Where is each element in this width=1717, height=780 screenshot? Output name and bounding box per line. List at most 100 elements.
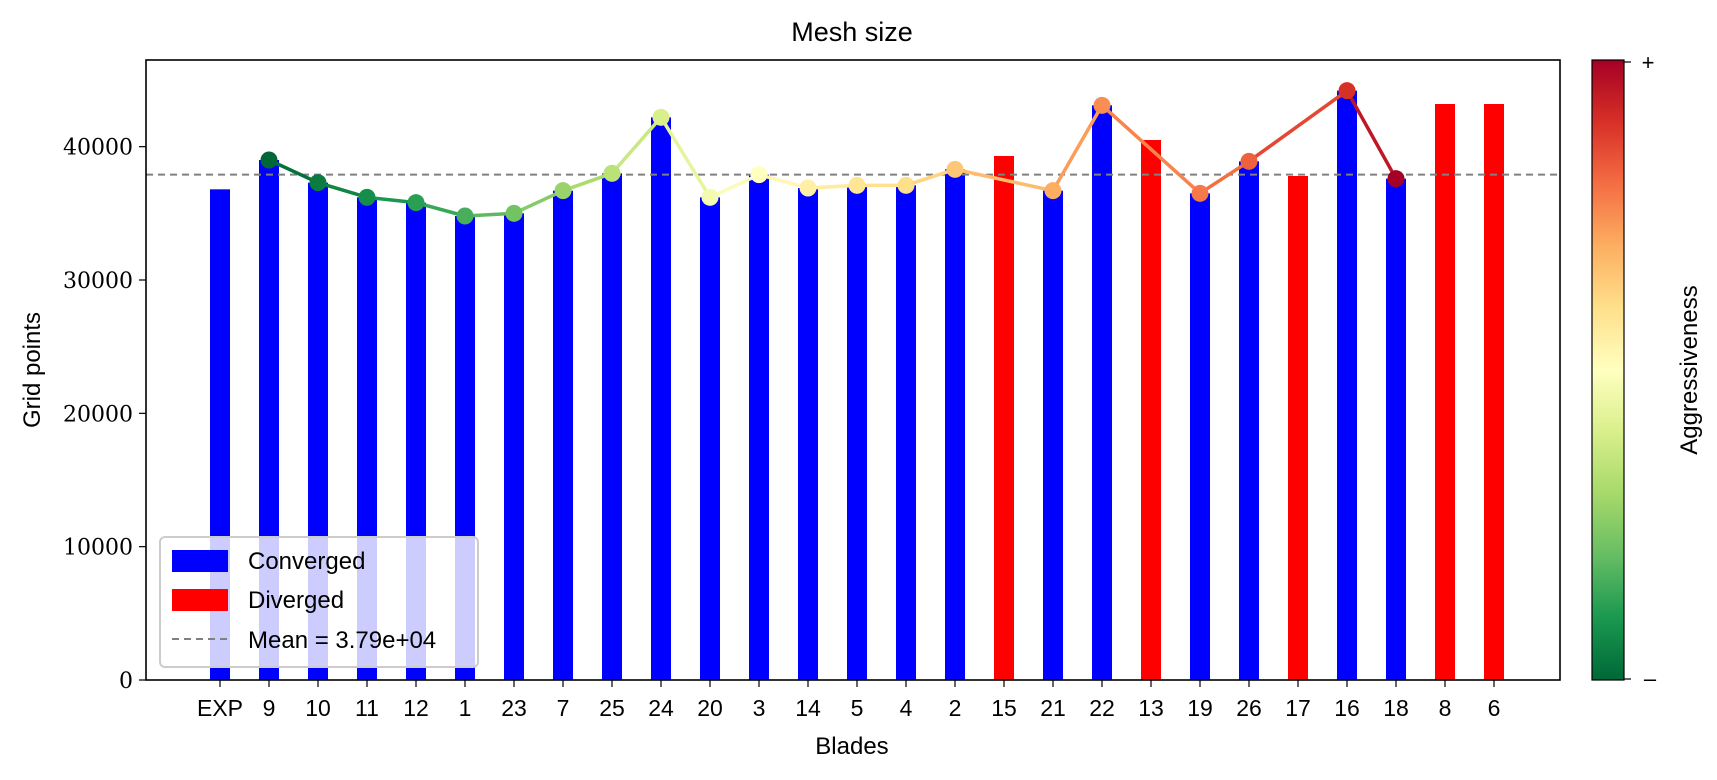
- legend-frame: [159, 536, 479, 668]
- x-tick-label: 3: [753, 695, 766, 721]
- aggressiveness-point-19: [1191, 184, 1209, 202]
- y-tick-label: 40000: [63, 136, 133, 161]
- bar-26: [1239, 161, 1259, 681]
- aggressiveness-point-5: [848, 176, 866, 194]
- aggressiveness-point-1: [456, 207, 474, 225]
- x-tick-label: 6: [1488, 695, 1501, 721]
- aggressiveness-segment: [1345, 88, 1398, 181]
- x-tick-label: 17: [1285, 695, 1311, 721]
- aggressiveness-segment: [316, 180, 369, 200]
- bar-23: [504, 213, 524, 681]
- chart-title: Mesh size: [791, 17, 913, 47]
- bars-group: [210, 90, 1504, 681]
- legend-label-converged: Converged: [248, 548, 365, 575]
- aggressiveness-segment: [1051, 103, 1104, 193]
- legend-label-mean: Mean = 3.79e+04: [248, 627, 436, 654]
- aggressiveness-point-3: [750, 166, 768, 184]
- aggressiveness-point-25: [603, 164, 621, 182]
- aggressiveness-point-24: [652, 108, 670, 126]
- bar-16: [1337, 90, 1357, 680]
- bar-14: [798, 188, 818, 680]
- x-tick-label: 11: [355, 695, 379, 721]
- aggressiveness-point-22: [1093, 96, 1111, 114]
- y-tick-label: 30000: [63, 269, 133, 294]
- legend-swatch-diverged: [172, 589, 228, 611]
- x-tick-label: 23: [501, 695, 527, 721]
- aggressiveness-point-12: [407, 194, 425, 212]
- colorbar-bar: [1591, 59, 1625, 681]
- aggressiveness-segment: [953, 167, 1055, 193]
- aggressiveness-segment: [1247, 88, 1349, 164]
- plot-frame: [145, 59, 1561, 681]
- y-tick-label: 20000: [63, 402, 133, 427]
- bar-4: [896, 185, 916, 681]
- x-tick-label: 4: [900, 695, 913, 721]
- bar-25: [602, 173, 622, 681]
- x-tick-label: 26: [1236, 695, 1262, 721]
- aggressiveness-point-10: [309, 174, 327, 192]
- x-tick-label: 15: [991, 695, 1017, 721]
- aggressiveness-point-21: [1044, 182, 1062, 200]
- bar-19: [1190, 193, 1210, 681]
- colorbar-axis-label: Aggressiveness: [1676, 285, 1703, 454]
- bar-13: [1141, 140, 1161, 680]
- colorbar-bottom-label: –: [1644, 666, 1657, 691]
- bar-24: [651, 117, 671, 681]
- aggressiveness-point-14: [799, 179, 817, 197]
- x-tick-label: 20: [697, 695, 723, 721]
- x-tick-label: 19: [1187, 695, 1213, 721]
- bar-21: [1043, 190, 1063, 680]
- bar-5: [847, 185, 867, 681]
- x-tick-label: 5: [851, 695, 864, 721]
- bar-18: [1386, 178, 1406, 680]
- x-tick-label: 12: [403, 695, 429, 721]
- legend-swatch-converged: [172, 550, 228, 572]
- x-tick-label: 1: [459, 695, 472, 721]
- x-tick-label: 18: [1383, 695, 1409, 721]
- bar-17: [1288, 176, 1308, 680]
- y-tick-label: 0: [119, 669, 133, 694]
- x-axis-label: Blades: [815, 733, 888, 760]
- aggressiveness-segment: [610, 115, 663, 176]
- aggressiveness-point-11: [358, 188, 376, 206]
- x-tick-label: 9: [263, 695, 276, 721]
- x-tick-label: 24: [648, 695, 674, 721]
- aggressiveness-point-18: [1387, 170, 1405, 188]
- bar-22: [1092, 105, 1112, 681]
- aggressiveness-line-group: [260, 82, 1405, 225]
- aggressiveness-segment: [659, 115, 712, 200]
- aggressiveness-segment: [904, 167, 957, 188]
- bar-8: [1435, 104, 1455, 680]
- bar-20: [700, 197, 720, 681]
- x-axis-ticks: EXP 9 10 11 12 1 23 7 25 24 20 3 14 5 4 2 15 21 22 13 19 26 17…: [197, 680, 1500, 721]
- aggressiveness-point-7: [554, 182, 572, 200]
- aggressiveness-segment: [267, 158, 320, 185]
- bar-3: [749, 174, 769, 680]
- aggressiveness-segment: [1198, 159, 1251, 196]
- x-tick-label: 14: [795, 695, 821, 721]
- x-tick-label: 13: [1138, 695, 1164, 721]
- aggressiveness-point-4: [897, 176, 915, 194]
- aggressiveness-segment: [561, 171, 614, 193]
- aggressiveness-segment: [708, 172, 761, 200]
- aggressiveness-point-2: [946, 160, 964, 178]
- x-tick-label: 16: [1334, 695, 1360, 721]
- aggressiveness-segment: [512, 188, 565, 216]
- aggressiveness-point-16: [1338, 82, 1356, 100]
- bar-15: [994, 156, 1014, 680]
- x-tick-label: 7: [557, 695, 570, 721]
- legend-label-diverged: Diverged: [248, 587, 344, 614]
- legend: Converged Diverged Mean = 3.79e+04: [159, 536, 479, 668]
- aggressiveness-point-20: [701, 188, 719, 206]
- y-axis-label: Grid points: [19, 312, 46, 428]
- x-tick-label: 25: [599, 695, 625, 721]
- aggressiveness-point-23: [505, 204, 523, 222]
- aggressiveness-point-9: [260, 151, 278, 169]
- bar-6: [1484, 104, 1504, 680]
- x-tick-label: 2: [949, 695, 962, 721]
- x-tick-label: 8: [1439, 695, 1452, 721]
- colorbar: + – Aggressiveness: [1591, 50, 1703, 691]
- x-tick-label: 21: [1040, 695, 1066, 721]
- aggressiveness-segment: [1100, 103, 1202, 196]
